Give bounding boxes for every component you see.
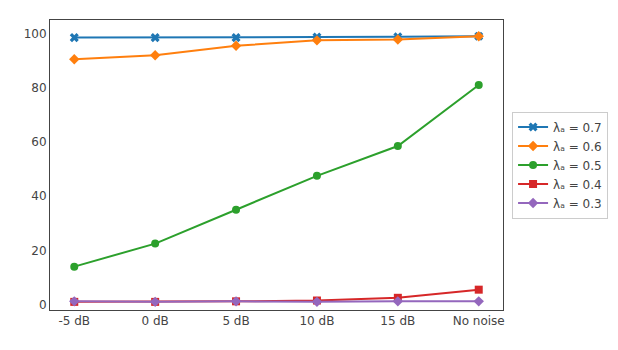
svg-text:20: 20 xyxy=(31,244,46,258)
svg-text:λₐ = 0.3: λₐ = 0.3 xyxy=(553,197,602,211)
svg-text:80: 80 xyxy=(31,81,46,95)
svg-text:0 dB: 0 dB xyxy=(142,314,169,328)
svg-text:0: 0 xyxy=(39,298,47,312)
svg-text:λₐ = 0.4: λₐ = 0.4 xyxy=(553,178,602,192)
svg-text:λₐ = 0.6: λₐ = 0.6 xyxy=(553,140,602,154)
svg-text:100: 100 xyxy=(24,27,47,41)
svg-text:15 dB: 15 dB xyxy=(380,314,415,328)
svg-text:10 dB: 10 dB xyxy=(299,314,334,328)
svg-text:No noise: No noise xyxy=(453,314,505,328)
svg-text:5 dB: 5 dB xyxy=(222,314,249,328)
svg-text:-5 dB: -5 dB xyxy=(58,314,90,328)
svg-text:λₐ = 0.7: λₐ = 0.7 xyxy=(553,121,602,135)
svg-text:40: 40 xyxy=(31,189,46,203)
svg-text:60: 60 xyxy=(31,135,46,149)
svg-text:λₐ = 0.5: λₐ = 0.5 xyxy=(553,159,602,173)
